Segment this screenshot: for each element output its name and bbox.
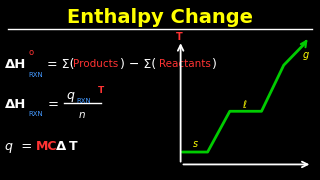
Text: T: T	[69, 140, 77, 153]
Text: RXN: RXN	[28, 72, 43, 78]
Text: =: =	[47, 98, 58, 111]
Text: ℓ: ℓ	[243, 100, 246, 110]
Text: o: o	[28, 48, 34, 57]
Text: n: n	[78, 110, 85, 120]
Text: RXN: RXN	[76, 98, 91, 104]
Text: RXN: RXN	[28, 111, 43, 117]
Text: T: T	[176, 32, 183, 42]
Text: Δ: Δ	[56, 140, 67, 153]
Text: Products: Products	[73, 59, 118, 69]
Text: = Σ(: = Σ(	[47, 58, 75, 71]
Text: Reactants: Reactants	[159, 59, 211, 69]
Text: q: q	[4, 140, 12, 153]
Text: MC: MC	[36, 140, 58, 153]
Text: g: g	[303, 50, 309, 60]
Text: =: =	[17, 140, 36, 153]
Text: Enthalpy Change: Enthalpy Change	[67, 8, 253, 27]
Text: ) − Σ(: ) − Σ(	[120, 58, 156, 71]
Text: ): )	[212, 58, 217, 71]
Text: q: q	[67, 89, 74, 102]
Text: ΔH: ΔH	[4, 58, 26, 71]
Text: T: T	[98, 86, 104, 95]
Text: ΔH: ΔH	[4, 98, 26, 111]
Text: s: s	[193, 139, 198, 149]
